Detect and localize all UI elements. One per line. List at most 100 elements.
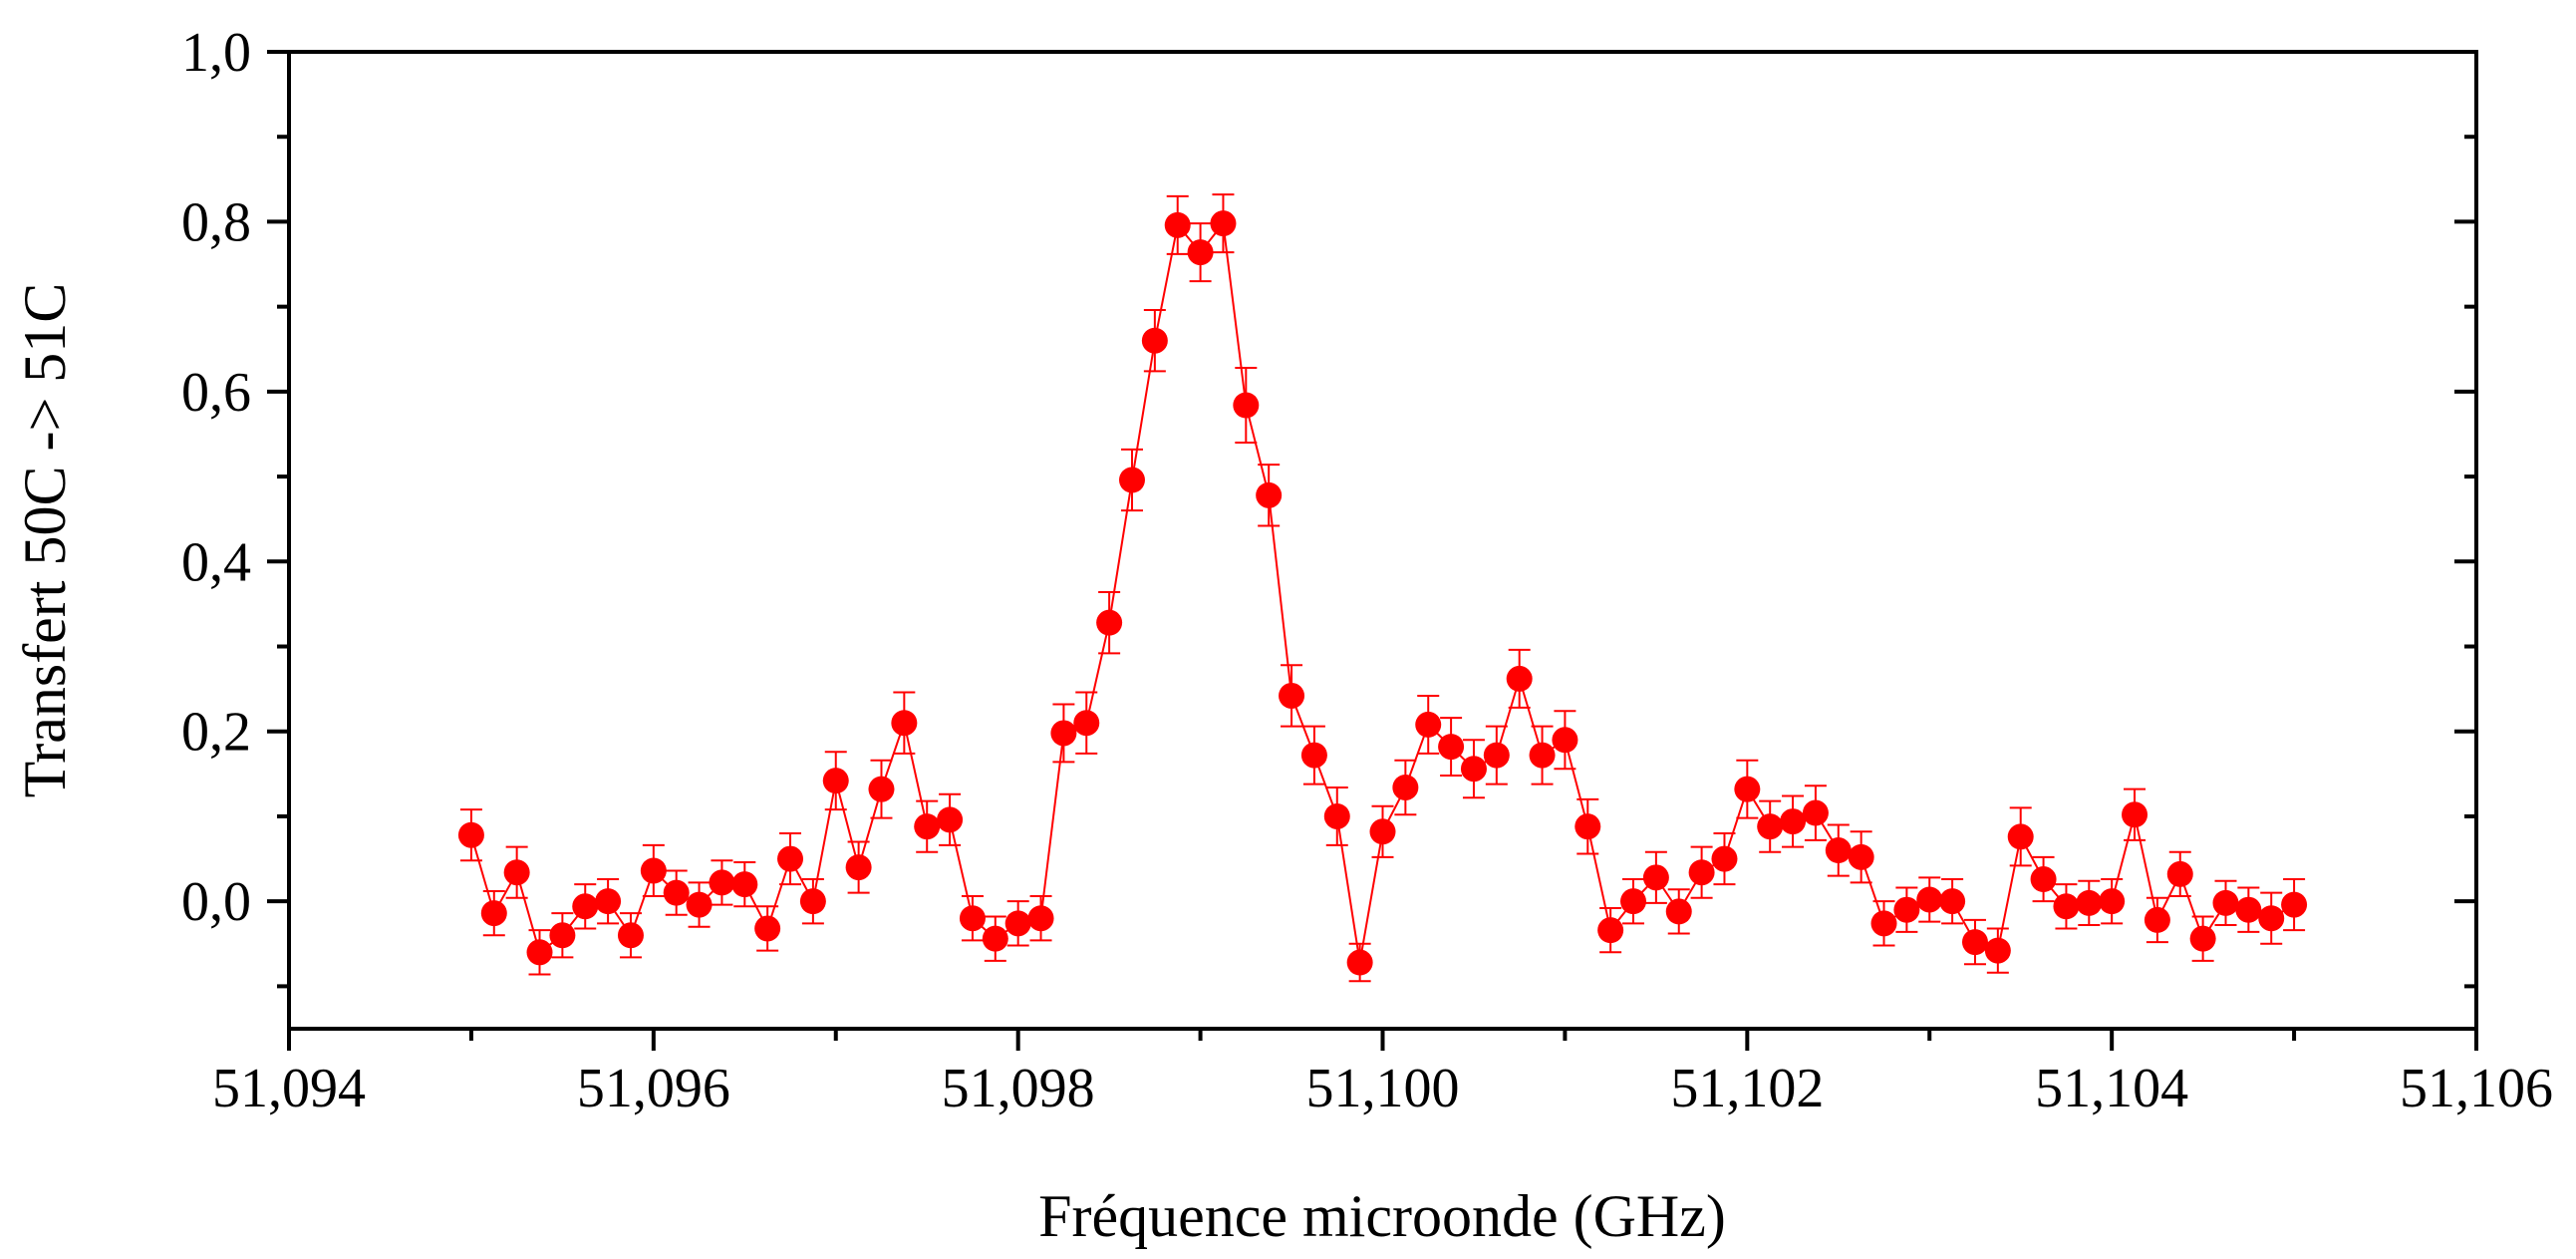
data-point <box>1574 813 1601 840</box>
data-point <box>572 893 599 920</box>
data-point <box>937 806 964 833</box>
data-point <box>1050 720 1077 747</box>
data-point <box>2189 925 2216 952</box>
data-point <box>709 869 735 896</box>
data-point <box>1757 813 1784 840</box>
minor-ticks <box>277 135 2476 1041</box>
data-point <box>1164 211 1191 238</box>
data-point <box>663 879 690 906</box>
data-point <box>1004 910 1031 937</box>
data-point <box>2281 891 2308 918</box>
data-point <box>2212 889 2239 916</box>
data-point <box>754 915 781 942</box>
y-tick-label: 0,6 <box>181 362 251 424</box>
data-point <box>1323 802 1350 829</box>
data-point <box>1346 949 1373 976</box>
data-point <box>2122 801 2148 828</box>
data-point <box>1073 710 1100 737</box>
major-ticks <box>267 50 2478 1051</box>
data-point <box>799 888 826 915</box>
data-point <box>1688 859 1715 886</box>
data-point <box>868 776 895 802</box>
data-point <box>1210 210 1237 237</box>
data-point <box>1825 837 1852 864</box>
x-tick-label: 51,104 <box>2035 1058 2188 1119</box>
data-point <box>1483 742 1510 769</box>
data-series <box>457 193 2308 983</box>
x-tick-labels: 51,094 51,096 51,098 51,100 51,102 51,104 51,1… <box>212 1058 2553 1119</box>
data-point <box>1141 327 1168 354</box>
data-point <box>1893 896 1920 923</box>
x-tick-label: 51,098 <box>942 1058 1095 1119</box>
data-point <box>1620 888 1647 915</box>
data-point <box>2053 893 2080 920</box>
data-point <box>1734 776 1761 802</box>
data-point <box>845 854 872 881</box>
data-point <box>1096 609 1123 636</box>
y-tick-label: 1,0 <box>181 22 251 84</box>
data-point <box>1848 843 1874 870</box>
data-point <box>2099 888 2126 915</box>
data-point <box>2235 896 2262 923</box>
y-tick-label: 0,4 <box>181 531 251 593</box>
data-point <box>526 939 553 966</box>
data-point <box>503 859 530 886</box>
data-point <box>1300 742 1327 769</box>
data-point <box>1256 481 1283 508</box>
x-tick-label: 51,102 <box>1670 1058 1824 1119</box>
data-point <box>2030 866 2057 893</box>
data-point <box>777 845 804 872</box>
data-point <box>1780 808 1807 835</box>
data-point <box>2076 889 2103 916</box>
data-point <box>2258 905 2285 932</box>
data-point <box>914 813 941 840</box>
data-point <box>617 922 644 949</box>
data-point <box>1392 774 1419 800</box>
data-point <box>1870 910 1897 937</box>
data-point <box>595 888 622 915</box>
data-point <box>731 871 758 898</box>
data-point <box>1279 682 1305 709</box>
data-point <box>1939 888 1966 915</box>
data-point <box>1916 886 1943 913</box>
x-tick-label: 51,100 <box>1306 1058 1460 1119</box>
y-tick-label: 0,8 <box>181 191 251 253</box>
data-point <box>2144 906 2170 933</box>
data-point <box>480 900 507 927</box>
data-point <box>1369 818 1396 845</box>
data-point <box>1187 239 1214 266</box>
data-point <box>1529 742 1556 769</box>
y-tick-labels: 0,0 0,2 0,4 0,6 0,8 1,0 <box>181 22 251 933</box>
x-tick-label: 51,106 <box>2400 1058 2553 1119</box>
y-tick-label: 0,0 <box>181 871 251 933</box>
data-point <box>1552 727 1578 754</box>
x-axis-title: Fréquence microonde (GHz) <box>1038 1183 1726 1249</box>
data-point <box>1027 905 1054 932</box>
data-point <box>2166 860 2193 887</box>
y-axis-title: Transfert 50C -> 51C <box>12 283 78 798</box>
data-point <box>1642 864 1669 891</box>
data-point <box>891 710 918 737</box>
data-point <box>1802 799 1829 826</box>
data-point <box>822 768 849 794</box>
data-point <box>982 925 1008 952</box>
data-point <box>686 891 713 918</box>
data-point <box>1961 929 1988 956</box>
data-point <box>1438 734 1465 761</box>
data-point <box>549 922 576 949</box>
data-point <box>457 821 484 848</box>
data-point <box>1118 467 1145 493</box>
x-tick-label: 51,096 <box>577 1058 730 1119</box>
x-tick-label: 51,094 <box>212 1058 366 1119</box>
data-point <box>1984 937 2011 964</box>
data-point <box>1415 711 1442 738</box>
data-point <box>640 857 667 884</box>
data-point <box>1233 392 1260 419</box>
data-point <box>1665 898 1692 925</box>
data-point <box>2007 823 2034 850</box>
data-point <box>959 905 986 932</box>
data-point <box>1711 845 1738 872</box>
data-point <box>1597 917 1624 944</box>
data-point <box>1460 756 1487 783</box>
